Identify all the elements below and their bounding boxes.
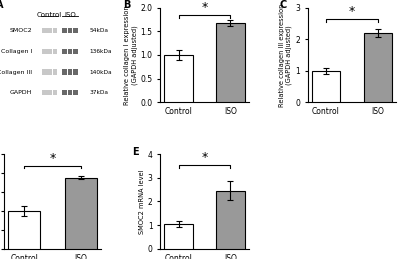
FancyBboxPatch shape: [53, 90, 57, 95]
Bar: [216, 191, 244, 249]
FancyBboxPatch shape: [42, 49, 47, 54]
Text: ISO: ISO: [64, 12, 76, 18]
Text: Collagen III: Collagen III: [0, 69, 32, 75]
Text: GAPDH: GAPDH: [10, 90, 32, 95]
Bar: [164, 224, 193, 249]
Text: C: C: [280, 0, 287, 10]
FancyBboxPatch shape: [47, 49, 52, 54]
Text: *: *: [201, 151, 208, 164]
FancyBboxPatch shape: [73, 28, 78, 33]
FancyBboxPatch shape: [53, 69, 57, 75]
Y-axis label: Relative collagen I expression
(GAPDH adjusted): Relative collagen I expression (GAPDH ad…: [124, 5, 138, 105]
FancyBboxPatch shape: [62, 90, 67, 95]
Text: Collagen I: Collagen I: [1, 49, 32, 54]
Bar: [216, 23, 244, 102]
FancyBboxPatch shape: [42, 69, 47, 75]
Text: A: A: [0, 0, 4, 10]
FancyBboxPatch shape: [47, 28, 52, 33]
Text: *: *: [349, 5, 355, 18]
Text: 140kDa: 140kDa: [89, 69, 112, 75]
FancyBboxPatch shape: [53, 28, 57, 33]
FancyBboxPatch shape: [68, 90, 72, 95]
Text: B: B: [123, 0, 131, 10]
Bar: [312, 71, 340, 102]
FancyBboxPatch shape: [68, 49, 72, 54]
FancyBboxPatch shape: [73, 49, 78, 54]
FancyBboxPatch shape: [73, 90, 78, 95]
Bar: [65, 178, 97, 249]
FancyBboxPatch shape: [42, 90, 47, 95]
Bar: [8, 211, 40, 249]
Y-axis label: Relative collagen III expression
(GAPDH adjusted): Relative collagen III expression (GAPDH …: [279, 3, 292, 107]
Text: Control: Control: [37, 12, 62, 18]
Y-axis label: SMOC2 mRNA level: SMOC2 mRNA level: [139, 169, 145, 234]
Bar: [364, 33, 392, 102]
Text: *: *: [49, 152, 56, 164]
FancyBboxPatch shape: [68, 28, 72, 33]
FancyBboxPatch shape: [73, 69, 78, 75]
Text: *: *: [201, 1, 208, 14]
Text: 136kDa: 136kDa: [89, 49, 112, 54]
FancyBboxPatch shape: [62, 49, 67, 54]
FancyBboxPatch shape: [47, 69, 52, 75]
FancyBboxPatch shape: [68, 69, 72, 75]
Text: 54kDa: 54kDa: [89, 28, 108, 33]
FancyBboxPatch shape: [42, 28, 47, 33]
FancyBboxPatch shape: [47, 90, 52, 95]
FancyBboxPatch shape: [53, 49, 57, 54]
FancyBboxPatch shape: [62, 28, 67, 33]
FancyBboxPatch shape: [62, 69, 67, 75]
Bar: [164, 55, 193, 102]
Text: SMOC2: SMOC2: [10, 28, 32, 33]
Text: 37kDa: 37kDa: [89, 90, 108, 95]
Text: E: E: [132, 147, 139, 157]
